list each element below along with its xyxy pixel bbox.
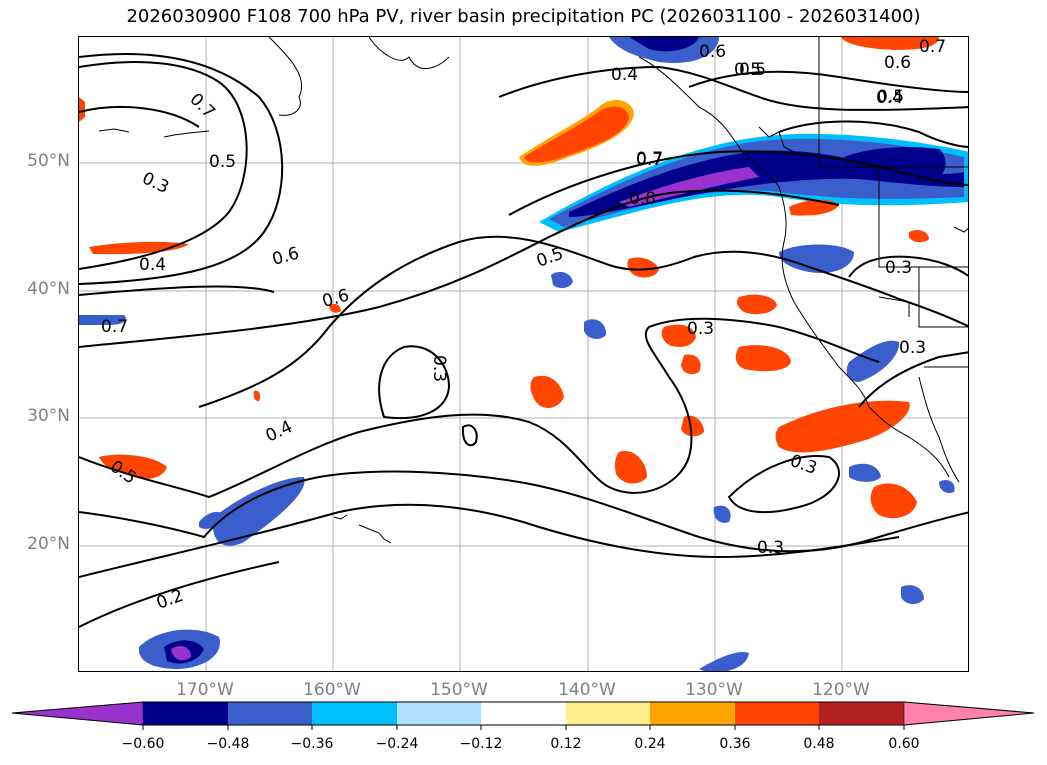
colorbar-segment (481, 702, 566, 725)
contour-label: 0.7 (919, 37, 946, 57)
colorbar-segment (566, 702, 650, 725)
colorbar-segment (397, 702, 481, 725)
contour-label: 0.2 (154, 586, 186, 614)
colorbar-segment (735, 702, 819, 725)
precip-shading (79, 37, 968, 671)
colorbar-tick: −0.24 (375, 736, 419, 752)
colorbar-segment (312, 702, 397, 725)
contour-label: 0.3 (757, 538, 784, 558)
contour-label: 0.7 (185, 89, 218, 122)
contour-label: 0.5 (877, 87, 904, 107)
colorbar-segment (143, 702, 228, 725)
lon-label: 160°W (303, 680, 361, 700)
contour-label: 0.5 (739, 60, 766, 80)
map-panel: 0.7 0.5 0.3 0.4 0.6 0.7 0.6 0.5 0.6 0.7 … (78, 36, 969, 672)
map-canvas: 0.7 0.5 0.3 0.4 0.6 0.7 0.6 0.5 0.6 0.7 … (79, 37, 968, 671)
contour-label: 0.4 (263, 417, 296, 447)
colorbar-tick: −0.12 (459, 736, 503, 752)
lat-label: 30°N (27, 406, 70, 426)
contour-label: 0.3 (429, 355, 449, 382)
colorbar-segment (11, 701, 144, 726)
lon-label: 150°W (430, 680, 488, 700)
colorbar-tick: 0.12 (550, 736, 582, 752)
pv-contours (79, 52, 968, 628)
contour-label: 0.6 (270, 244, 301, 270)
colorbar-tick: 0.60 (888, 736, 920, 752)
lon-label: 170°W (176, 680, 234, 700)
contour-label: 0.5 (734, 60, 761, 80)
contour-label: 0.5 (209, 152, 236, 172)
colorbar-segment (228, 702, 312, 725)
lat-label: 50°N (27, 151, 70, 171)
colorbar-segment (903, 701, 1035, 726)
lat-label: 40°N (27, 279, 70, 299)
contour-label: 0.3 (139, 168, 172, 198)
contour-label: 0.4 (876, 88, 903, 108)
colorbar-tick: 0.24 (634, 736, 666, 752)
colorbar-tick: 0.36 (719, 736, 751, 752)
contour-label: 0.7 (101, 317, 128, 337)
graticule (79, 37, 968, 671)
colorbar-tick: 0.48 (803, 736, 835, 752)
coastlines (98, 37, 968, 544)
map-title: 2026030900 F108 700 hPa PV, river basin … (126, 6, 921, 27)
contour-label: 0.4 (611, 65, 638, 85)
colorbar-tick: −0.36 (290, 736, 334, 752)
contour-label: 0.8 (629, 189, 656, 209)
contour-label: 0.6 (884, 53, 911, 73)
lon-label: 130°W (685, 680, 743, 700)
colorbar (11, 701, 1035, 730)
contour-label: 0.4 (139, 255, 166, 275)
contour-label: 0.6 (699, 42, 726, 62)
colorbar-tick: −0.60 (121, 736, 165, 752)
colorbar-segment (819, 702, 904, 725)
contour-label: 0.7 (636, 150, 663, 170)
contour-label: 0.3 (885, 258, 912, 278)
lon-label: 120°W (812, 680, 870, 700)
contour-label: 0.3 (899, 338, 926, 358)
contour-label: 0.3 (687, 319, 714, 339)
lat-label: 20°N (27, 534, 70, 554)
colorbar-tick: −0.48 (206, 736, 250, 752)
contour-label: 0.7 (636, 149, 663, 169)
colorbar-segment (650, 702, 735, 725)
lon-label: 140°W (558, 680, 616, 700)
